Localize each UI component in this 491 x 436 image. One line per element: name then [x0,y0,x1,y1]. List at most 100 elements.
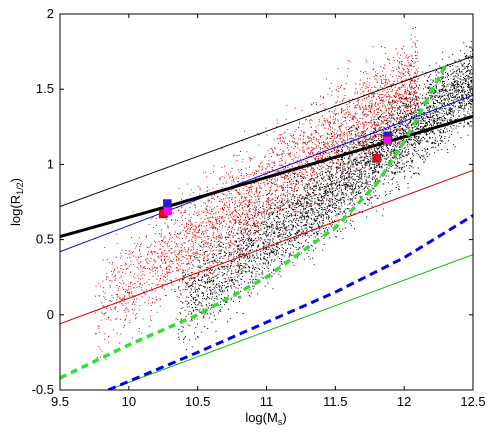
scatter-point [265,173,267,175]
scatter-point [382,100,384,102]
scatter-point [349,120,350,121]
scatter-point [314,143,316,145]
scatter-point [177,246,179,247]
scatter-point [311,151,313,153]
scatter-point [245,209,247,211]
scatter-point [312,188,314,190]
scatter-point [403,124,405,126]
scatter-point [180,265,182,267]
scatter-point [385,97,387,99]
scatter-point [382,82,384,84]
scatter-point [312,170,314,172]
scatter-point [219,200,220,202]
scatter-point [381,165,382,167]
scatter-point [227,227,229,229]
scatter-point [222,183,224,185]
scatter-point [260,228,262,230]
scatter-point [336,179,338,181]
scatter-point [469,87,471,89]
scatter-point [258,176,260,178]
scatter-point [307,201,309,203]
scatter-point [450,113,451,115]
scatter-point [363,127,365,129]
scatter-point [409,87,411,89]
scatter-point [321,224,323,226]
scatter-point [283,231,285,233]
scatter-point [213,232,215,234]
scatter-point [385,80,387,82]
scatter-point [350,142,352,144]
scatter-point [398,67,400,69]
scatter-point [184,226,186,228]
scatter-point [271,167,273,169]
scatter-point [395,99,397,101]
scatter-point [234,196,236,198]
scatter-point [416,72,418,74]
scatter-point [376,93,378,95]
scatter-point [102,312,104,314]
scatter-point [223,266,225,267]
scatter-point [399,61,401,63]
scatter-point [213,224,215,226]
scatter-point [381,136,383,138]
scatter-point [372,96,374,98]
scatter-point [404,111,406,113]
scatter-point [366,73,368,75]
scatter-point [267,242,269,244]
scatter-point [323,124,325,126]
scatter-point [336,142,338,144]
scatter-point [200,222,202,224]
scatter-point [399,118,401,120]
scatter-point [372,46,374,48]
scatter-point [395,94,397,96]
scatter-point [189,229,191,231]
scatter-point [410,64,412,66]
scatter-point [249,202,251,204]
scatter-point [307,162,308,164]
scatter-point [128,285,129,287]
scatter-point [285,211,287,213]
scatter-point [281,186,283,188]
scatter-point [240,221,242,223]
scatter-point [351,144,353,145]
scatter-point [231,197,233,198]
scatter-point [410,34,412,36]
scatter-point [216,255,217,257]
scatter-point [297,173,299,175]
scatter-point [206,256,208,258]
scatter-point [245,175,247,177]
scatter-point [231,230,232,232]
scatter-point [379,165,381,167]
scatter-point [139,250,140,252]
scatter-point [386,122,388,124]
scatter-point [371,142,372,144]
scatter-point [195,252,197,254]
scatter-point [432,107,434,109]
scatter-point [268,177,270,179]
scatter-point [375,167,377,168]
scatter-point [132,303,134,305]
scatter-point [405,125,406,127]
scatter-point [334,152,336,154]
scatter-point [339,137,341,139]
scatter-point [263,213,265,215]
scatter-point [290,234,292,236]
scatter-point [130,260,132,262]
scatter-point [321,148,323,150]
scatter-point [358,122,360,124]
scatter-point [177,319,179,321]
scatter-point [142,277,144,279]
scatter-point [203,274,205,276]
scatter-point [343,116,345,118]
scatter-point [230,299,232,301]
scatter-point [398,131,400,133]
scatter-point [323,153,325,155]
scatter-point [239,259,240,260]
scatter-point [251,255,253,257]
scatter-point [331,184,333,186]
scatter-point [277,170,279,172]
scatter-point [457,105,459,107]
scatter-point [395,145,396,147]
scatter-point [246,222,248,224]
scatter-point [221,286,223,288]
